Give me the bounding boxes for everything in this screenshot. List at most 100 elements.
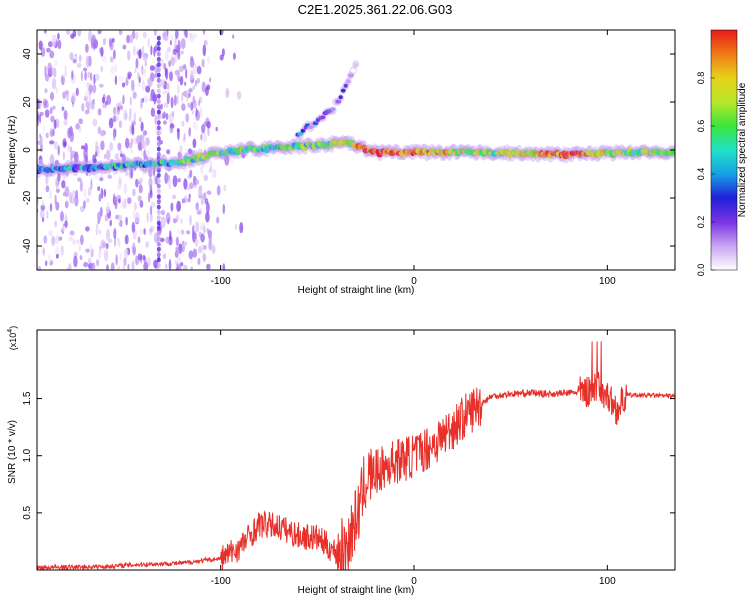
noise-speckle bbox=[90, 72, 93, 82]
noise-speckle bbox=[187, 102, 191, 108]
noise-speckle bbox=[201, 243, 204, 254]
noise-speckle bbox=[174, 250, 179, 258]
noise-speckle bbox=[139, 48, 142, 60]
noise-speckle bbox=[186, 230, 191, 235]
snr-frame bbox=[36, 329, 676, 571]
trace-core bbox=[312, 121, 319, 126]
noise-speckle bbox=[188, 250, 194, 260]
snr-y-multiplier: (x104) bbox=[7, 326, 18, 350]
colorbar-tick-label: 0.0 bbox=[696, 264, 706, 277]
noise-speckle bbox=[122, 94, 125, 105]
noise-speckle bbox=[149, 231, 153, 236]
noise-speckle bbox=[49, 107, 53, 115]
noise-speckle bbox=[178, 65, 184, 73]
colorbar-ticks: 0.0 0.2 0.4 0.6 0.8 bbox=[696, 72, 715, 277]
noise-speckle bbox=[97, 186, 101, 191]
snr-y-tick-label: 1.5 bbox=[22, 391, 33, 405]
spectrogram-x-tick-label: -100 bbox=[211, 276, 231, 287]
noise-speckle bbox=[128, 115, 132, 122]
noise-speckle bbox=[173, 94, 177, 107]
noise-speckle bbox=[162, 120, 167, 125]
noise-speckle bbox=[172, 48, 177, 56]
trace-core bbox=[330, 107, 336, 112]
noise-speckle bbox=[197, 257, 201, 266]
noise-speckle bbox=[167, 165, 172, 172]
noise-speckle bbox=[192, 85, 196, 90]
noise-speckle bbox=[136, 135, 141, 145]
noise-speckle bbox=[98, 249, 102, 260]
spectrogram-y-tick-label: -40 bbox=[22, 238, 33, 253]
noise-speckle bbox=[40, 47, 46, 57]
noise-stripe bbox=[156, 257, 161, 263]
noise-stripe bbox=[156, 130, 161, 136]
noise-speckle bbox=[162, 32, 166, 39]
noise-speckle bbox=[211, 245, 216, 254]
noise-speckle bbox=[181, 198, 186, 204]
noise-speckle bbox=[137, 72, 140, 81]
spectrogram-panel: -100 0 100 -40 -20 0 20 40 Height of straight … bbox=[7, 29, 676, 296]
snr-x-label: Height of straight line (km) bbox=[298, 585, 415, 596]
noise-speckle bbox=[89, 243, 93, 252]
noise-speckle bbox=[177, 39, 181, 51]
noise-speckle bbox=[108, 117, 114, 129]
noise-speckle bbox=[54, 194, 57, 205]
noise-speckle bbox=[119, 252, 122, 262]
noise-speckle bbox=[64, 90, 69, 95]
noise-speckle bbox=[101, 55, 107, 63]
noise-stripe bbox=[156, 93, 161, 99]
noise-speckle bbox=[198, 245, 202, 254]
noise-speckle bbox=[180, 218, 183, 225]
colorbar-tick-label: 0.6 bbox=[696, 120, 706, 133]
noise-speckle bbox=[55, 86, 59, 94]
noise-speckle bbox=[168, 235, 173, 246]
noise-speckle bbox=[148, 177, 153, 189]
noise-speckle bbox=[92, 118, 98, 127]
noise-speckle bbox=[129, 96, 132, 106]
noise-speckle bbox=[76, 62, 82, 69]
noise-speckle bbox=[77, 177, 82, 182]
trace-core bbox=[670, 148, 675, 156]
noise-speckle bbox=[180, 38, 186, 50]
noise-speckle bbox=[132, 246, 136, 256]
noise-speckle bbox=[198, 99, 201, 107]
noise-speckle bbox=[106, 94, 111, 106]
noise-speckle bbox=[150, 45, 153, 56]
noise-speckle bbox=[62, 226, 66, 232]
noise-speckle bbox=[141, 79, 146, 91]
snr-y-tick-label: 1.0 bbox=[22, 448, 33, 462]
noise-speckle bbox=[39, 111, 44, 117]
noise-stripe bbox=[156, 220, 161, 226]
noise-stripe bbox=[156, 104, 161, 110]
noise-speckle bbox=[222, 263, 226, 270]
noise-speckle bbox=[202, 245, 207, 250]
noise-stripe bbox=[156, 209, 161, 215]
trace-core bbox=[335, 99, 342, 104]
noise-speckle bbox=[148, 192, 151, 203]
noise-speckle bbox=[42, 200, 45, 207]
noise-speckle bbox=[80, 70, 83, 82]
noise-speckle bbox=[187, 148, 192, 155]
noise-speckle bbox=[114, 64, 118, 72]
noise-speckle bbox=[188, 193, 191, 199]
noise-speckle bbox=[138, 177, 144, 184]
noise-speckle bbox=[98, 193, 102, 202]
noise-speckle bbox=[189, 214, 192, 226]
noise-stripe bbox=[156, 183, 161, 189]
noise-speckle bbox=[185, 68, 188, 79]
colorbar-label: Normalized spectral amplitude bbox=[737, 82, 748, 217]
noise-speckle bbox=[37, 248, 41, 255]
noise-speckle bbox=[90, 99, 95, 110]
noise-speckle bbox=[133, 45, 136, 57]
noise-stripe bbox=[156, 40, 161, 46]
noise-speckle bbox=[143, 228, 146, 235]
noise-speckle bbox=[152, 93, 158, 103]
noise-speckle bbox=[199, 106, 203, 118]
noise-speckle bbox=[181, 103, 186, 111]
noise-speckle bbox=[113, 131, 116, 141]
noise-speckle bbox=[182, 264, 188, 270]
noise-speckle bbox=[209, 160, 212, 172]
noise-speckle bbox=[178, 243, 183, 254]
noise-speckle bbox=[74, 55, 79, 61]
noise-speckle bbox=[45, 132, 49, 139]
noise-speckle bbox=[113, 228, 117, 240]
